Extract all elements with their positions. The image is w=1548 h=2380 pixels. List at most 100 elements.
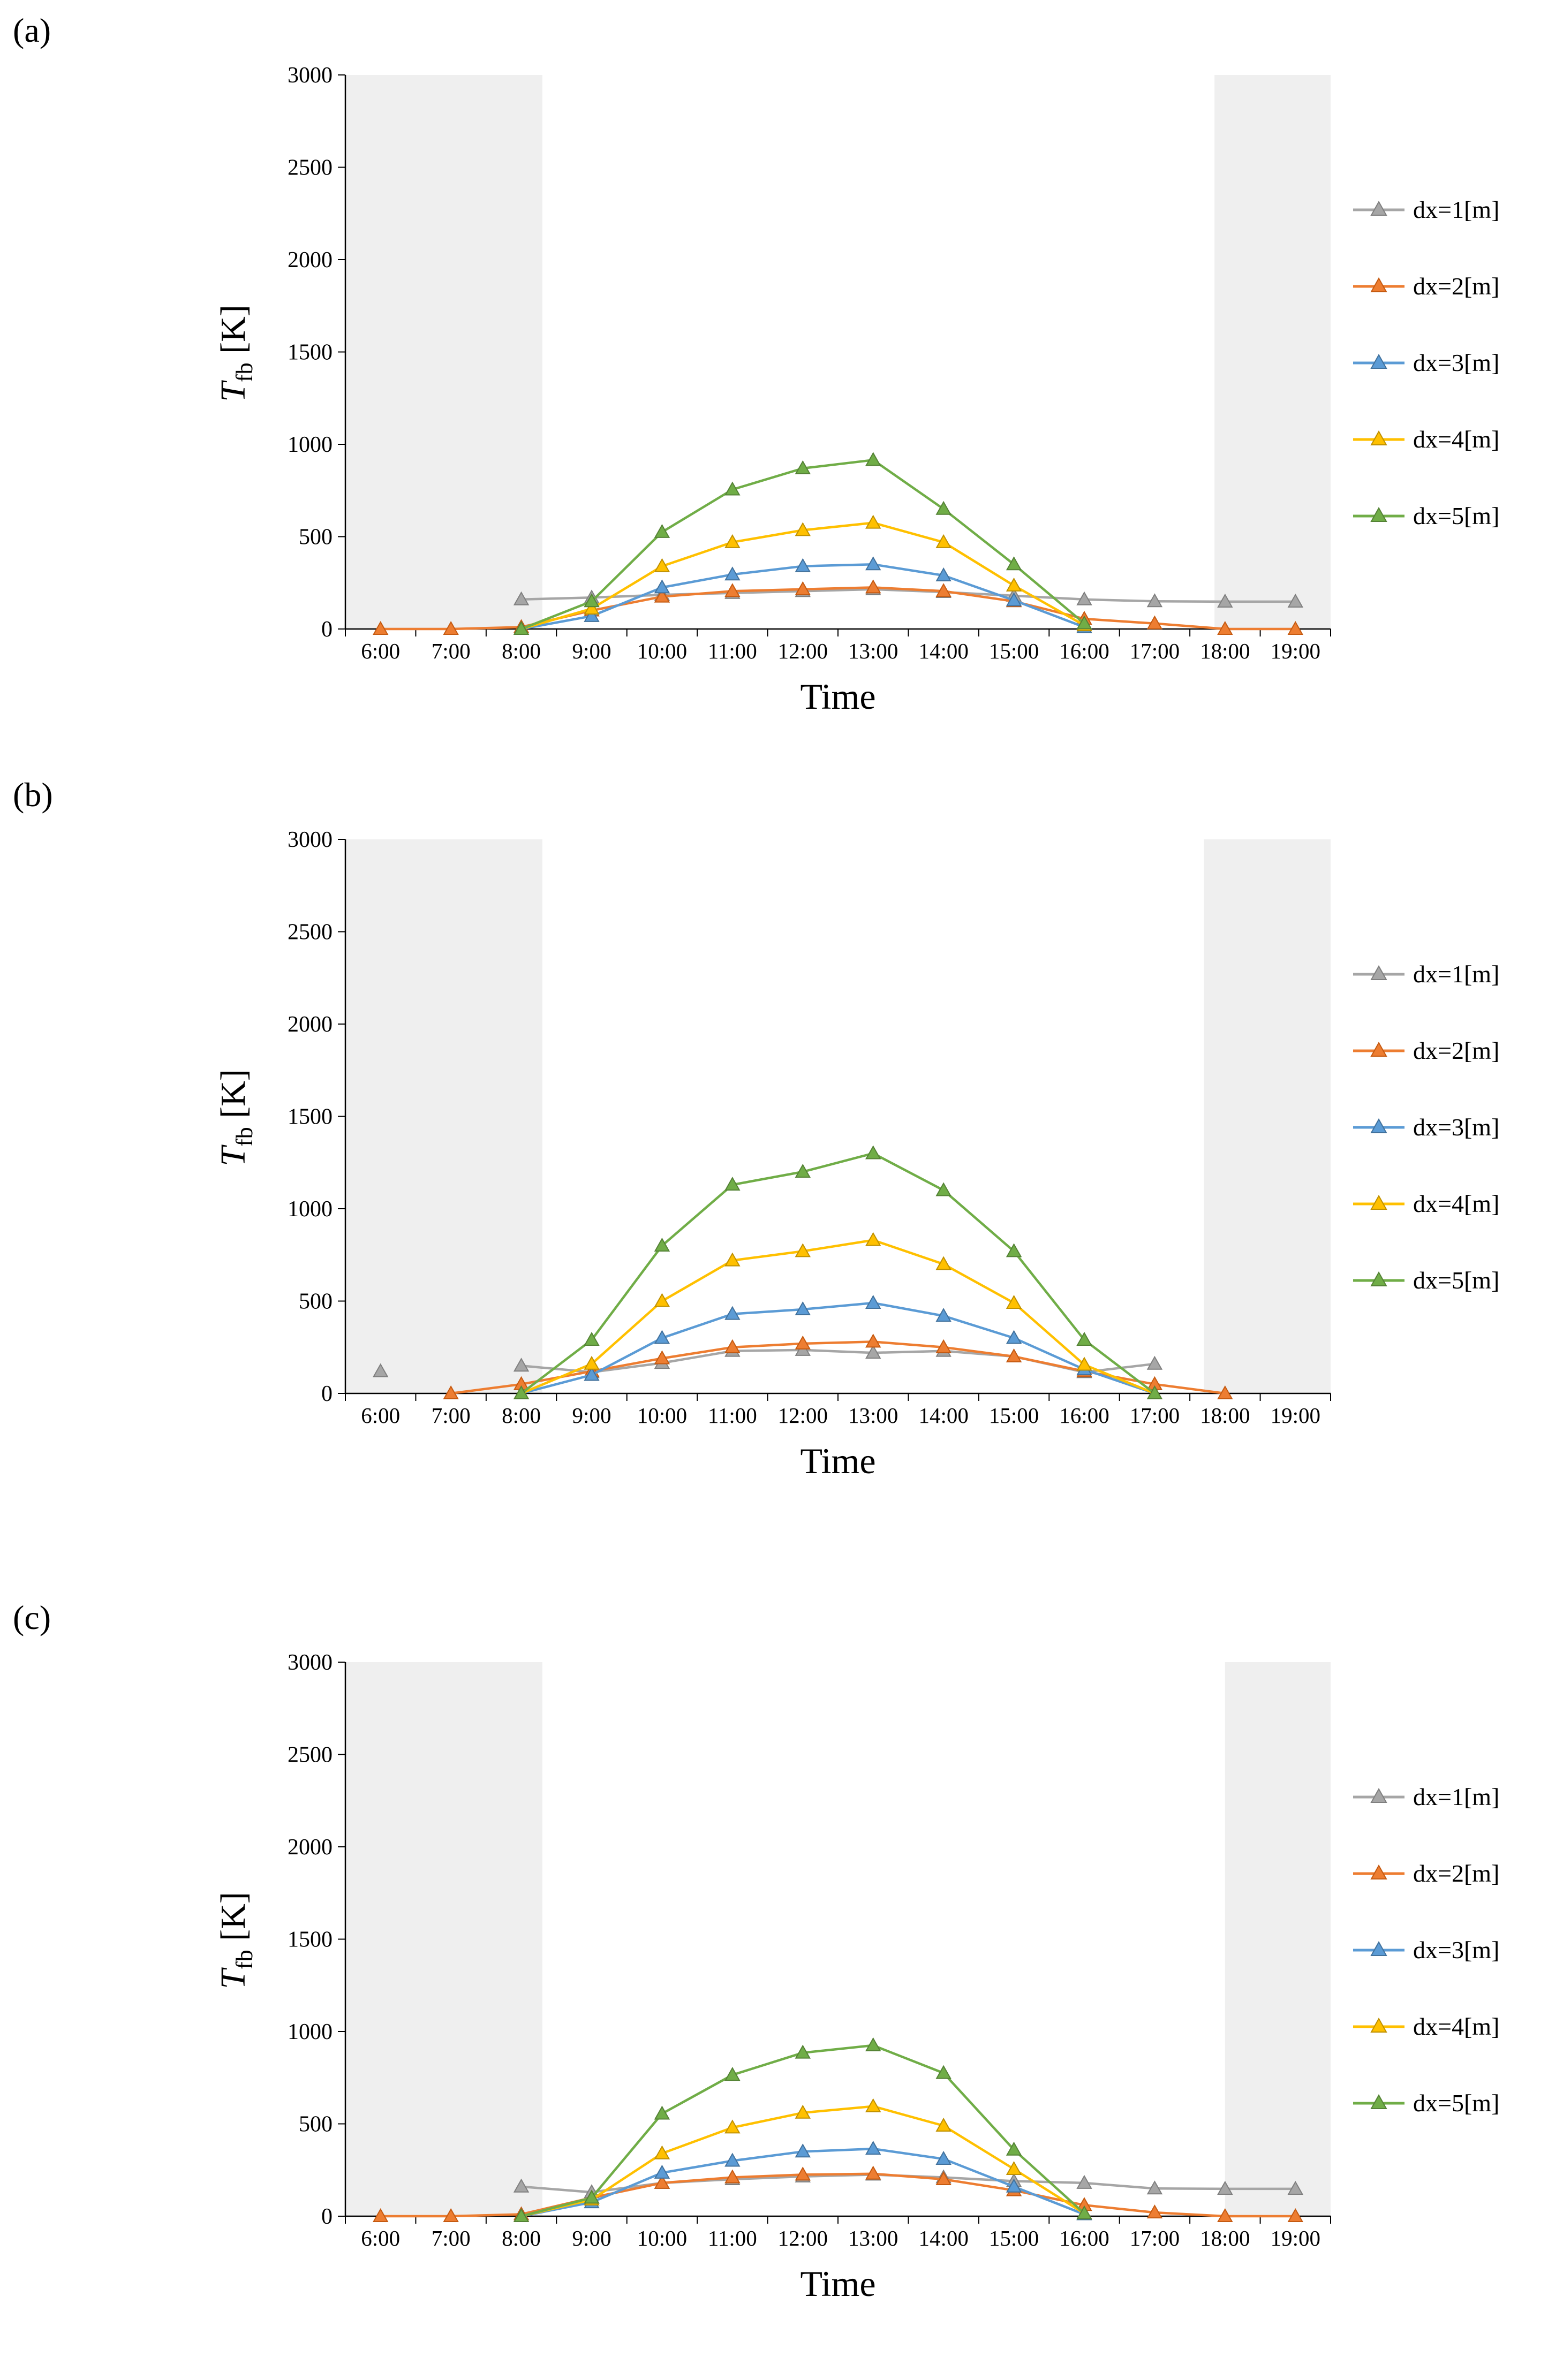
series-marker-dx-5-m xyxy=(654,1237,670,1252)
series-marker-dx-2-m xyxy=(724,583,741,597)
shaded-band xyxy=(1225,1662,1331,2216)
series-line-dx-4-m xyxy=(520,2105,1086,2218)
y-tick-label: 500 xyxy=(299,525,333,550)
series-marker-dx-5-m xyxy=(795,460,811,474)
x-tick-label: 15:00 xyxy=(989,1403,1039,1428)
series-marker-dx-3-m xyxy=(865,2141,881,2155)
series-line-dx-5-m xyxy=(520,459,1086,631)
series-marker-dx-4-m xyxy=(724,2119,741,2134)
x-tick-label: 8:00 xyxy=(502,1403,541,1428)
series-marker-dx-5-m xyxy=(724,481,741,496)
legend-triangle xyxy=(1370,1864,1387,1879)
x-tick-label: 17:00 xyxy=(1130,2226,1180,2250)
series-marker-dx-1-m xyxy=(513,1358,530,1372)
series-marker-dx-4-m xyxy=(795,2104,811,2119)
legend-triangle xyxy=(1370,2094,1387,2109)
series-marker-dx-4-m xyxy=(865,1232,881,1246)
legend-label: dx=3[m] xyxy=(1413,1936,1500,1964)
y-tick-label: 0 xyxy=(321,617,333,642)
legend-triangle xyxy=(1370,506,1387,522)
series-marker-dx-3-m xyxy=(865,1294,881,1309)
legend-triangle xyxy=(1370,2017,1387,2033)
series-marker-dx-3-m xyxy=(795,2143,811,2158)
series-marker-dx-2-m xyxy=(935,583,952,597)
legend-item-dx-1-m: dx=1[m] xyxy=(1352,1783,1499,1811)
legend-label: dx=4[m] xyxy=(1413,1190,1500,1217)
y-tick-label: 1000 xyxy=(288,1197,333,1222)
series-marker-dx-4-m xyxy=(724,1252,741,1267)
series-marker-dx-4-m xyxy=(795,1243,811,1257)
series-line-dx-3-m xyxy=(520,1301,1156,1395)
legend-marker-icon xyxy=(1353,506,1404,522)
x-tick-label: 16:00 xyxy=(1059,2226,1109,2250)
series-marker-dx-1-m xyxy=(513,2178,530,2193)
series-marker-dx-4-m xyxy=(935,534,952,548)
series-marker-dx-5-m xyxy=(935,2065,952,2079)
series-marker-dx-2-m xyxy=(935,1339,952,1353)
x-tick-label: 12:00 xyxy=(778,1403,828,1428)
series-marker-dx-3-m xyxy=(654,579,670,594)
series-marker-dx-2-m xyxy=(935,2171,952,2185)
x-tick-label: 13:00 xyxy=(848,1403,898,1428)
legend-marker-icon xyxy=(1353,1041,1404,1057)
series-marker-dx-3-m xyxy=(795,558,811,572)
x-tick-label: 10:00 xyxy=(637,639,687,663)
series-marker-dx-2-m xyxy=(443,620,459,635)
series-marker-dx-5-m xyxy=(513,620,530,635)
series-marker-dx-3-m xyxy=(795,1301,811,1316)
legend-triangle xyxy=(1370,1041,1387,1057)
panel-label-a: (a) xyxy=(13,11,51,49)
series-marker-dx-4-m xyxy=(795,522,811,536)
series-marker-dx-2-m xyxy=(1287,620,1304,635)
series-marker-dx-2-m xyxy=(724,2169,741,2184)
legend-marker-icon xyxy=(1353,1271,1404,1286)
legend-item-dx-1-m: dx=1[m] xyxy=(1352,195,1499,224)
series-marker-dx-2-m xyxy=(654,2174,670,2189)
series-marker-dx-4-m xyxy=(654,2145,670,2159)
x-tick-label: 6:00 xyxy=(361,2226,400,2250)
series-marker-dx-3-m xyxy=(724,2152,741,2167)
series-marker-dx-4-m xyxy=(654,1293,670,1307)
series-marker-dx-2-m xyxy=(1217,620,1233,635)
x-tick-label: 8:00 xyxy=(502,639,541,663)
x-tick-label: 19:00 xyxy=(1271,1403,1320,1428)
plot-svg: 0 500 1000 1500 2000 2500 3000 6:00 7:00 8:00 9:00… xyxy=(288,63,1331,663)
series-line-dx-4-m xyxy=(520,1239,1156,1395)
legend-label: dx=1[m] xyxy=(1413,960,1500,988)
series-marker-dx-1-m xyxy=(373,1363,389,1377)
legend-item-dx-4-m: dx=4[m] xyxy=(1352,425,1499,453)
series-marker-dx-4-m xyxy=(1006,577,1022,592)
legend-triangle xyxy=(1370,965,1387,980)
legend-label: dx=5[m] xyxy=(1413,2089,1500,2117)
series-marker-dx-4-m xyxy=(584,1355,600,1370)
series-marker-dx-5-m xyxy=(1076,1331,1092,1346)
legend-marker-icon xyxy=(1353,2094,1404,2109)
series-marker-dx-3-m xyxy=(654,2164,670,2179)
series-marker-dx-1-m xyxy=(1146,1355,1163,1370)
x-tick-label: 9:00 xyxy=(572,639,611,663)
plot-svg: 0 500 1000 1500 2000 2500 3000 6:00 7:00 8:00 9:00… xyxy=(288,828,1331,1428)
x-tick-label: 17:00 xyxy=(1130,1403,1180,1428)
y-tick-label: 0 xyxy=(321,2204,333,2229)
legend-triangle xyxy=(1370,200,1387,216)
y-tick-label: 2000 xyxy=(288,1012,333,1037)
legend-triangle xyxy=(1370,1787,1387,1803)
series-marker-dx-2-m xyxy=(654,1350,670,1365)
y-tick-label: 3000 xyxy=(288,63,333,88)
legend: dx=1[m] dx=2[m] dx=3[m] dx=4[m] dx=5[m] xyxy=(1352,960,1499,1294)
legend-item-dx-4-m: dx=4[m] xyxy=(1352,1189,1499,1218)
x-tick-label: 15:00 xyxy=(989,2226,1039,2250)
series-marker-dx-3-m xyxy=(1006,2178,1022,2193)
x-tick-label: 8:00 xyxy=(502,2226,541,2250)
series-marker-dx-2-m xyxy=(373,2208,389,2222)
series-marker-dx-4-m xyxy=(865,514,881,529)
y-tick-label: 2500 xyxy=(288,1743,333,1768)
series-marker-dx-4-m xyxy=(724,534,741,548)
x-tick-label: 12:00 xyxy=(778,2226,828,2250)
legend-item-dx-2-m: dx=2[m] xyxy=(1352,1859,1499,1888)
series-marker-dx-5-m xyxy=(724,2067,741,2081)
series-marker-dx-2-m xyxy=(1146,2204,1163,2219)
legend-marker-icon xyxy=(1353,1787,1404,1803)
legend-label: dx=5[m] xyxy=(1413,1267,1500,1294)
series-marker-dx-2-m xyxy=(865,2165,881,2180)
